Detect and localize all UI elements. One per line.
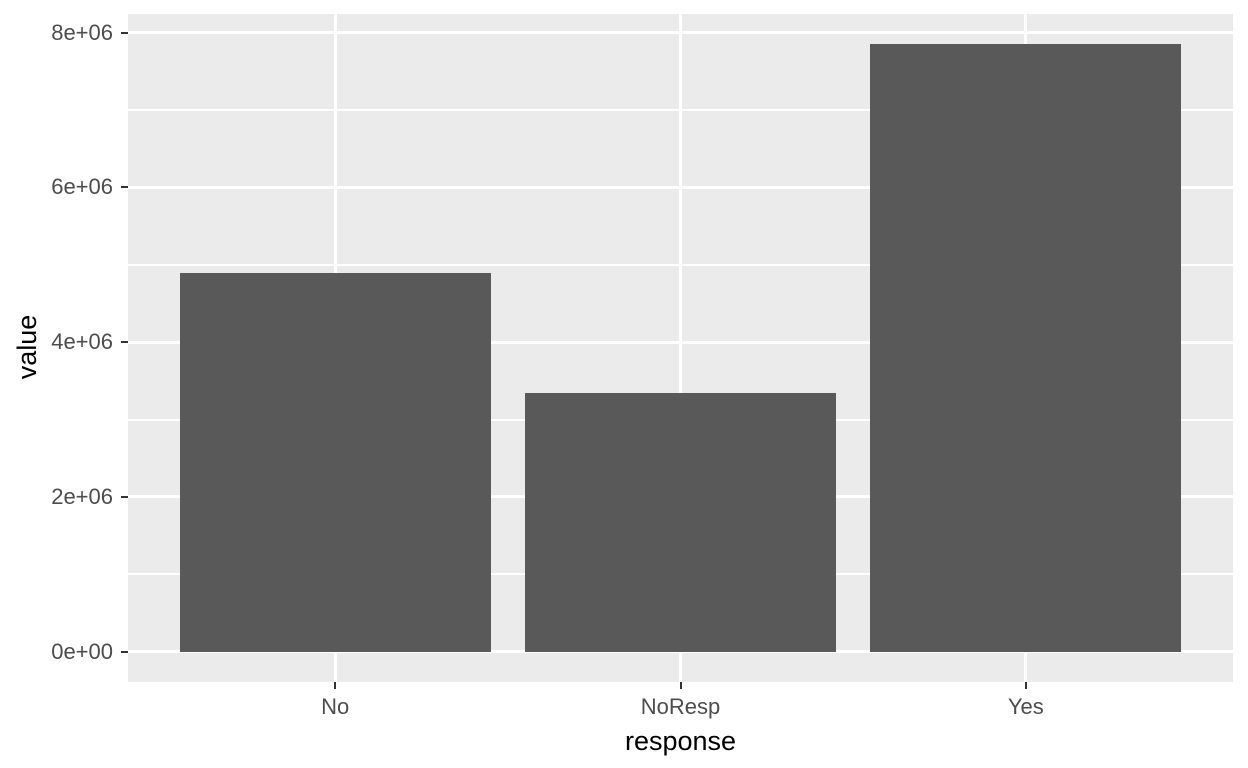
- y-tick-label: 6e+06: [51, 174, 113, 200]
- x-tick-label: NoResp: [640, 694, 721, 719]
- x-tick-label: Yes: [1007, 694, 1044, 719]
- bar-yes: [870, 44, 1182, 652]
- y-tick-mark: [121, 186, 128, 189]
- plot-panel: [128, 14, 1233, 682]
- y-tick-label: 8e+06: [51, 19, 113, 45]
- y-tick-label: 2e+06: [51, 483, 113, 509]
- y-tick-label: 0e+00: [51, 638, 113, 664]
- x-major-gridline: [679, 14, 682, 682]
- x-tick-mark: [334, 682, 337, 689]
- x-tick-mark: [679, 682, 682, 689]
- y-tick-mark: [121, 650, 128, 653]
- y-tick-mark: [121, 495, 128, 498]
- bar-no: [179, 273, 491, 652]
- y-tick-mark: [121, 31, 128, 34]
- x-tick-mark: [1024, 682, 1027, 689]
- bar-noresp: [525, 393, 836, 652]
- x-tick-label: No: [321, 694, 350, 719]
- y-tick-label: 4e+06: [51, 329, 113, 355]
- y-tick-mark: [121, 341, 128, 344]
- x-axis-title: response: [624, 726, 737, 756]
